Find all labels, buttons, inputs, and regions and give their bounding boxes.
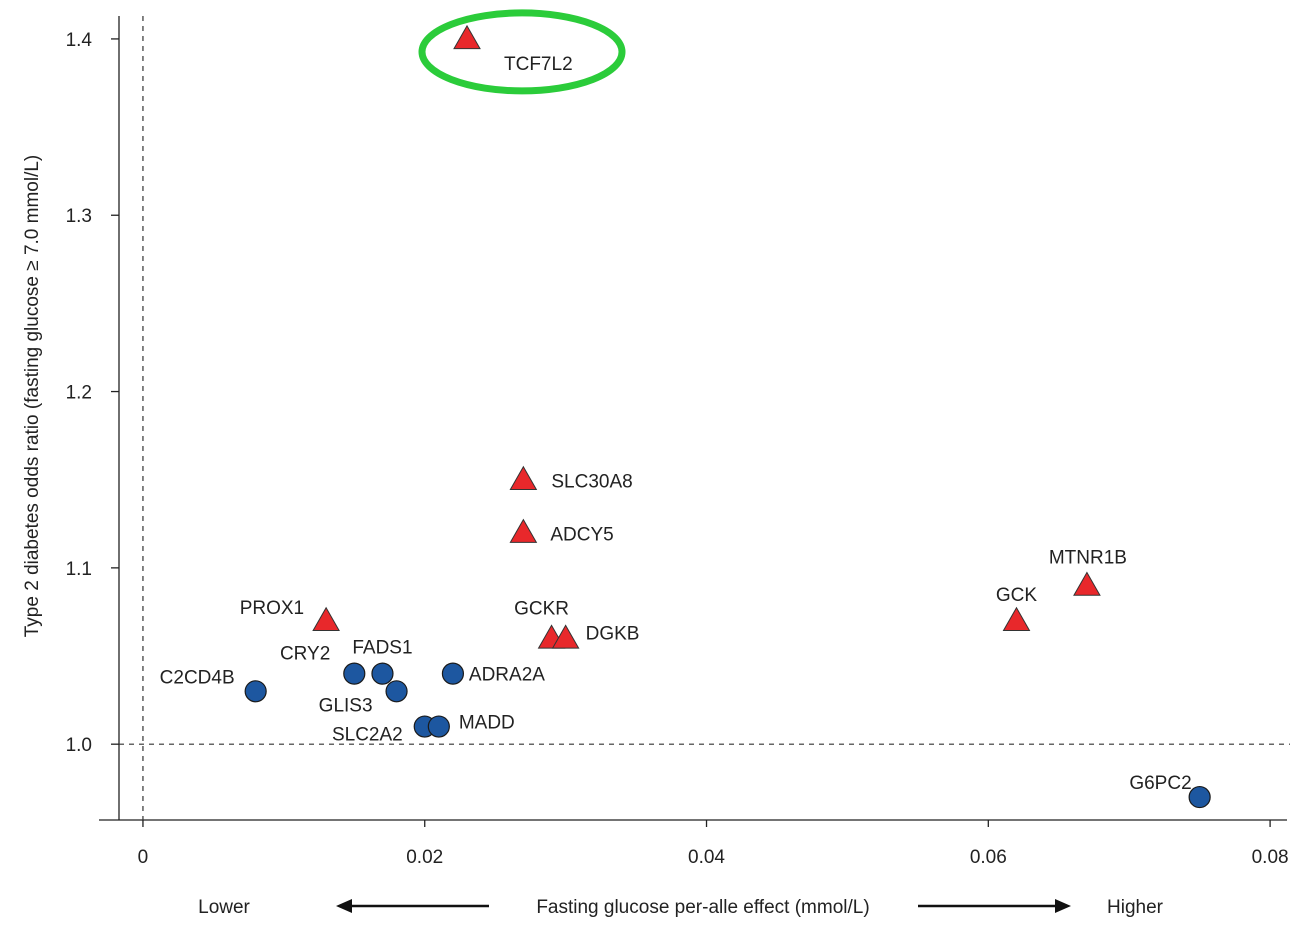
- x-tick-label: 0.02: [406, 847, 443, 868]
- point-label-adra2a: ADRA2A: [469, 665, 545, 686]
- y-tick-label: 1.2: [66, 383, 92, 404]
- point-adra2a: [441, 662, 465, 685]
- point-c2cd4b: [244, 680, 267, 703]
- point-slc30a8: [509, 465, 538, 490]
- y-tick-label: 1.1: [66, 559, 92, 580]
- point-label-prox1: PROX1: [240, 598, 304, 619]
- point-label-tcf7l2: TCF7L2: [504, 54, 573, 75]
- point-label-gck: GCK: [996, 585, 1038, 606]
- point-label-mtnr1b: MTNR1B: [1049, 548, 1127, 569]
- y-tick-label: 1.0: [66, 735, 92, 756]
- point-mtnr1b: [1073, 571, 1101, 596]
- point-g6pc2: [1188, 785, 1211, 809]
- point-label-slc2a2: SLC2A2: [332, 725, 403, 746]
- point-madd: [427, 715, 450, 738]
- point-adcy5: [509, 518, 538, 543]
- point-prox1: [312, 606, 340, 632]
- highlight-ellipse: [418, 9, 626, 95]
- point-label-dgkb: DGKB: [586, 623, 640, 644]
- x-direction-higher: Higher: [1107, 897, 1164, 918]
- y-tick-label: 1.4: [66, 30, 93, 51]
- point-tcf7l2: [453, 24, 481, 50]
- x-axis-title: Fasting glucose per-alle effect (mmol/L): [536, 897, 869, 918]
- x-tick-label: 0: [138, 847, 149, 868]
- point-gck: [1002, 606, 1031, 632]
- point-dgkb: [551, 624, 580, 649]
- point-cry2: [343, 662, 366, 685]
- point-label-slc30a8: SLC30A8: [551, 472, 632, 493]
- point-glis3: [385, 680, 408, 703]
- point-label-adcy5: ADCY5: [550, 525, 613, 546]
- point-label-fads1: FADS1: [352, 638, 412, 659]
- y-tick-label: 1.3: [66, 206, 92, 227]
- point-label-c2cd4b: C2CD4B: [160, 667, 235, 688]
- point-label-g6pc2: G6PC2: [1129, 773, 1191, 794]
- x-tick-label: 0.06: [970, 847, 1007, 868]
- x-direction-lower: Lower: [198, 897, 250, 918]
- arrow-left-head: [336, 899, 352, 913]
- point-label-gckr: GCKR: [514, 598, 569, 619]
- point-label-glis3: GLIS3: [319, 695, 373, 716]
- point-label-cry2: CRY2: [280, 644, 330, 665]
- arrow-right-head: [1055, 899, 1071, 913]
- point-label-madd: MADD: [459, 713, 515, 734]
- x-tick-label: 0.08: [1252, 847, 1289, 868]
- x-tick-label: 0.04: [688, 847, 725, 868]
- point-fads1: [371, 662, 394, 685]
- y-axis-title: Type 2 diabetes odds ratio (fasting gluc…: [22, 155, 43, 638]
